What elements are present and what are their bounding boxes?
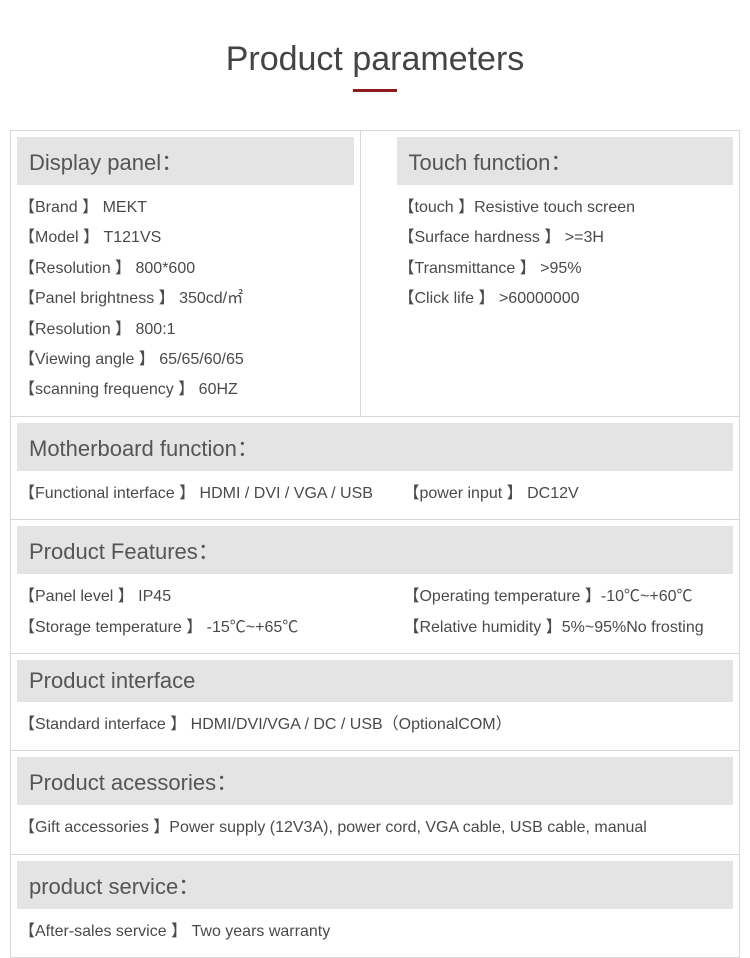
- spec-row: 【Click life 】 >60000000: [399, 284, 732, 314]
- spec-row: 【Gift accessories 】Power supply (12V3A),…: [19, 813, 731, 843]
- spec-row: 【Panel brightness 】 350cd/㎡: [19, 284, 352, 314]
- spec-row: 【power input 】 DC12V: [403, 479, 731, 509]
- interface-items: 【Standard interface 】 HDMI/DVI/VGA / DC …: [11, 708, 739, 750]
- spec-row-pair: 【Storage temperature 】 -15℃~+65℃ 【Relati…: [19, 613, 731, 643]
- spec-label: 【Model 】: [19, 229, 99, 246]
- spec-label: 【touch 】: [399, 199, 475, 216]
- spec-label: 【Operating temperature 】: [403, 588, 600, 605]
- spec-value: MEKT: [98, 199, 147, 216]
- spec-label: 【Click life 】: [399, 290, 495, 307]
- touch-function-header: Touch function：: [397, 137, 734, 185]
- spec-row-pair: 【Functional interface 】 HDMI / DVI / VGA…: [19, 479, 731, 509]
- accessories-items: 【Gift accessories 】Power supply (12V3A),…: [11, 811, 739, 853]
- spec-label: 【scanning frequency 】: [19, 381, 194, 398]
- spec-row: 【Viewing angle 】 65/65/60/65: [19, 345, 352, 375]
- features-header: Product Features：: [17, 526, 733, 574]
- spec-row: 【After-sales service 】 Two years warrant…: [19, 917, 731, 947]
- spec-row-pair: 【Panel level 】 IP45 【Operating temperatu…: [19, 582, 731, 612]
- touch-function-column: Touch function： 【touch 】Resistive touch …: [360, 131, 740, 416]
- spec-value: 5%~95%No frosting: [562, 619, 704, 636]
- spec-value: >=3H: [560, 229, 604, 246]
- spec-label: 【power input 】: [403, 485, 522, 502]
- spec-value: -15℃~+65℃: [202, 619, 298, 636]
- spec-row: 【scanning frequency 】 60HZ: [19, 375, 352, 405]
- spec-row: 【Model 】 T121VS: [19, 223, 352, 253]
- spec-label: 【Relative humidity 】: [403, 619, 561, 636]
- spec-label: 【Resolution 】: [19, 321, 131, 338]
- spec-label: 【Surface hardness 】: [399, 229, 561, 246]
- service-items: 【After-sales service 】 Two years warrant…: [11, 915, 739, 957]
- spec-label: 【Resolution 】: [19, 260, 131, 277]
- touch-function-items: 【touch 】Resistive touch screen 【Surface …: [391, 191, 740, 325]
- spec-row: 【Transmittance 】 >95%: [399, 254, 732, 284]
- specs-table: Display panel： 【Brand 】 MEKT 【Model 】 T1…: [10, 130, 740, 958]
- spec-value: 800:1: [131, 321, 175, 338]
- spec-value: HDMI/DVI/VGA / DC / USB（OptionalCOM）: [186, 716, 511, 733]
- spec-label: 【Functional interface 】: [19, 485, 195, 502]
- interface-section: Product interface 【Standard interface 】 …: [11, 660, 739, 751]
- spec-row: 【Operating temperature 】-10℃~+60℃: [403, 582, 731, 612]
- spec-value: >60000000: [495, 290, 580, 307]
- spec-row: 【Relative humidity 】5%~95%No frosting: [403, 613, 731, 643]
- spec-row: 【Surface hardness 】 >=3H: [399, 223, 732, 253]
- spec-label: 【Transmittance 】: [399, 260, 536, 277]
- spec-row: 【Resolution 】 800:1: [19, 315, 352, 345]
- spec-value: 60HZ: [194, 381, 238, 398]
- page-title: Product parameters: [0, 0, 750, 100]
- spec-row: 【touch 】Resistive touch screen: [399, 193, 732, 223]
- spec-label: 【Viewing angle 】: [19, 351, 155, 368]
- display-panel-column: Display panel： 【Brand 】 MEKT 【Model 】 T1…: [11, 131, 360, 416]
- spec-row: 【Storage temperature 】 -15℃~+65℃: [19, 613, 403, 643]
- display-panel-items: 【Brand 】 MEKT 【Model 】 T121VS 【Resolutio…: [11, 191, 360, 416]
- spec-label: 【Storage temperature 】: [19, 619, 202, 636]
- spec-value: Power supply (12V3A), power cord, VGA ca…: [169, 819, 647, 836]
- spec-value: DC12V: [523, 485, 579, 502]
- spec-value: >95%: [536, 260, 582, 277]
- top-two-columns: Display panel： 【Brand 】 MEKT 【Model 】 T1…: [11, 131, 739, 417]
- motherboard-items: 【Functional interface 】 HDMI / DVI / VGA…: [11, 477, 739, 519]
- spec-label: 【Brand 】: [19, 199, 98, 216]
- spec-row: 【Functional interface 】 HDMI / DVI / VGA…: [19, 479, 403, 509]
- display-panel-header: Display panel：: [17, 137, 354, 185]
- spec-label: 【After-sales service 】: [19, 923, 187, 940]
- features-items: 【Panel level 】 IP45 【Operating temperatu…: [11, 580, 739, 653]
- motherboard-section: Motherboard function： 【Functional interf…: [11, 423, 739, 520]
- spec-label: 【Panel brightness 】: [19, 290, 175, 307]
- service-section: product service： 【After-sales service 】 …: [11, 861, 739, 957]
- spec-value: 65/65/60/65: [155, 351, 244, 368]
- spec-value: -10℃~+60℃: [601, 588, 693, 605]
- spec-value: Two years warranty: [187, 923, 330, 940]
- interface-header: Product interface: [17, 660, 733, 702]
- spec-value: T121VS: [99, 229, 161, 246]
- spec-label: 【Standard interface 】: [19, 716, 186, 733]
- spec-value: 350cd/㎡: [175, 290, 244, 307]
- spec-row: 【Resolution 】 800*600: [19, 254, 352, 284]
- accessories-section: Product acessories： 【Gift accessories 】P…: [11, 757, 739, 854]
- motherboard-header: Motherboard function：: [17, 423, 733, 471]
- accessories-header: Product acessories：: [17, 757, 733, 805]
- features-section: Product Features： 【Panel level 】 IP45 【O…: [11, 526, 739, 654]
- spec-row: 【Panel level 】 IP45: [19, 582, 403, 612]
- spec-row: 【Brand 】 MEKT: [19, 193, 352, 223]
- spec-value: Resistive touch screen: [474, 199, 635, 216]
- spec-row: 【Standard interface 】 HDMI/DVI/VGA / DC …: [19, 710, 731, 740]
- spec-value: HDMI / DVI / VGA / USB: [195, 485, 373, 502]
- service-header: product service：: [17, 861, 733, 909]
- spec-value: IP45: [134, 588, 171, 605]
- spec-label: 【Gift accessories 】: [19, 819, 169, 836]
- spec-label: 【Panel level 】: [19, 588, 134, 605]
- spec-value: 800*600: [131, 260, 195, 277]
